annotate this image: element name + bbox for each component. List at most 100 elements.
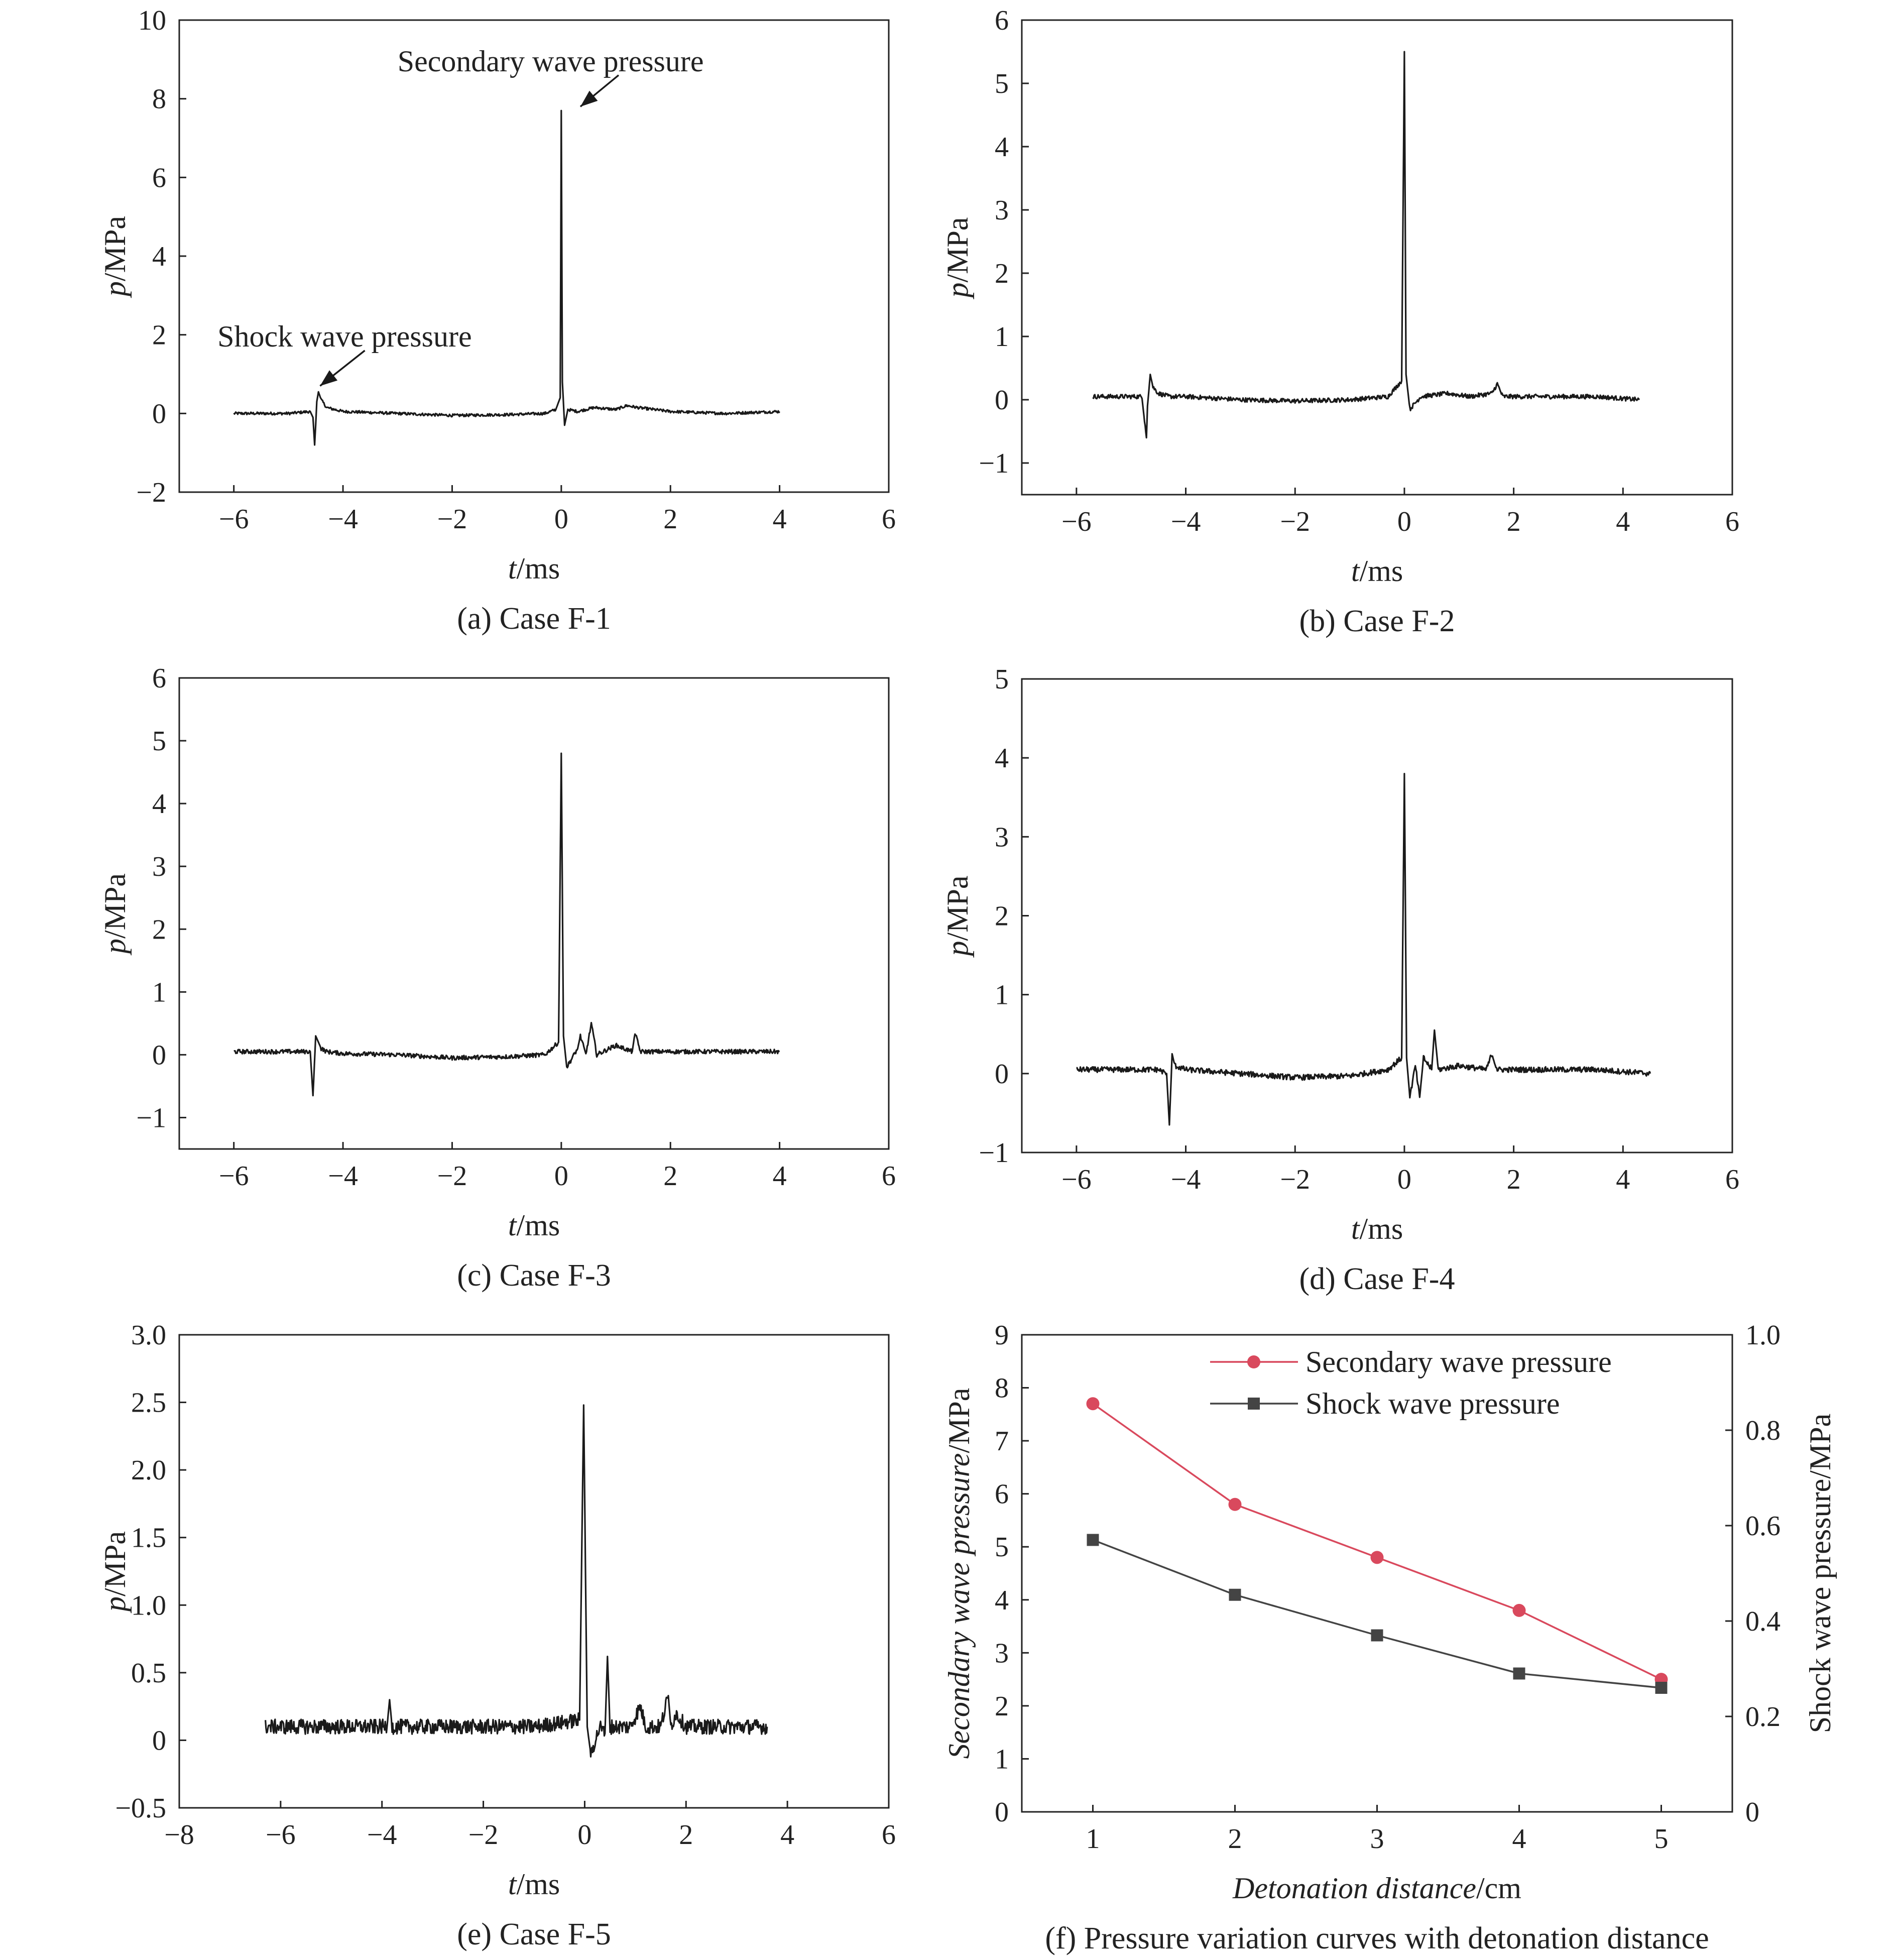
- x-tick-label: 2: [1507, 506, 1521, 537]
- x-tick-label: 4: [1616, 506, 1630, 537]
- y-tick-label: 8: [995, 1373, 1009, 1404]
- x-tick-label: −2: [1280, 506, 1310, 537]
- y-tick-label: 10: [138, 5, 166, 36]
- pressure-trace: [233, 752, 780, 1097]
- x-axis-label: t/ms: [1351, 1212, 1403, 1245]
- data-point-secondary: [1228, 1497, 1242, 1511]
- y-right-tick-label: 0: [1745, 1797, 1759, 1828]
- x-tick-label: 4: [1512, 1823, 1526, 1855]
- panel-caption: (a) Case F-1: [457, 602, 611, 636]
- y-tick-label: 0: [152, 1040, 166, 1071]
- x-tick-label: −6: [219, 1161, 249, 1192]
- y-tick-label: 2: [995, 1691, 1009, 1722]
- chart-panel-f: 1 2 3 4 5 0 1 2 3 4 5 6 7 8 9 Detonation distance/cm Sec…: [942, 1320, 1837, 1955]
- data-point-shock: [1513, 1667, 1525, 1680]
- legend-label: Shock wave pressure: [1306, 1387, 1560, 1420]
- plot-frame: [1021, 678, 1733, 1154]
- y-tick-label: 4: [995, 1585, 1009, 1616]
- y-tick-label: 0: [152, 398, 166, 429]
- x-tick-label: −2: [437, 504, 467, 535]
- y-tick-label: 6: [995, 1479, 1009, 1510]
- y-tick-label: 2: [152, 914, 166, 945]
- y-axis-label: p/MPa: [98, 216, 132, 298]
- y-tick-label: 1: [152, 977, 166, 1008]
- y-tick-label: 0: [995, 385, 1009, 416]
- data-point-secondary: [1086, 1397, 1100, 1411]
- y-axis-label: p/MPa: [98, 1531, 132, 1613]
- x-tick-label: 2: [663, 1161, 677, 1192]
- y-tick-label: −0.5: [115, 1793, 166, 1824]
- y-axis-label: p/MPa: [98, 873, 132, 956]
- annotation-arrowhead: [580, 90, 598, 107]
- x-tick-label: 4: [1616, 1164, 1630, 1195]
- y-tick-label: 2: [995, 258, 1009, 289]
- y-right-tick-label: 1.0: [1745, 1320, 1781, 1351]
- x-tick-label: −6: [266, 1819, 296, 1851]
- x-tick-label: −4: [1171, 1164, 1201, 1195]
- x-tick-label: 4: [773, 1161, 787, 1192]
- x-tick-label: 2: [679, 1819, 693, 1851]
- y-right-tick-label: 0.4: [1745, 1606, 1781, 1637]
- x-tick-label: −2: [1280, 1164, 1310, 1195]
- y-tick-label: 8: [152, 84, 166, 115]
- plot-frame: [178, 1334, 890, 1809]
- x-tick-label: −8: [164, 1819, 194, 1851]
- y-tick-label: 5: [152, 726, 166, 757]
- pressure-trace: [265, 1404, 768, 1758]
- y-tick-label: 4: [152, 788, 166, 820]
- y-tick-label: 0: [995, 1797, 1009, 1828]
- x-tick-label: −4: [328, 504, 358, 535]
- annotation-shock-wave: Shock wave pressure: [217, 320, 472, 353]
- y-tick-label: 6: [152, 663, 166, 694]
- x-tick-label: 3: [1370, 1823, 1384, 1855]
- legend-label: Secondary wave pressure: [1306, 1345, 1612, 1378]
- y-tick-label: 3.0: [131, 1320, 166, 1351]
- panel-caption: (b) Case F-2: [1299, 604, 1455, 638]
- y-tick-label: −1: [979, 1137, 1009, 1169]
- x-tick-label: 0: [1397, 1164, 1411, 1195]
- x-tick-label: −6: [219, 504, 249, 535]
- y-tick-label: 3: [995, 1638, 1009, 1669]
- x-tick-label: 0: [577, 1819, 591, 1851]
- x-tick-label: 1: [1086, 1823, 1100, 1855]
- y-tick-label: 3: [152, 851, 166, 882]
- x-tick-label: 4: [773, 504, 787, 535]
- y-right-tick-label: 0.2: [1745, 1701, 1781, 1733]
- y-tick-label: 3: [995, 195, 1009, 226]
- data-point-secondary: [1370, 1551, 1384, 1564]
- data-point-shock: [1087, 1534, 1099, 1546]
- chart-panel-b: −6 −4 −2 0 2 4 6 −1 0 1 2 3 4 5 6 t/ms p/MPa (b) Case F-2: [941, 5, 1739, 638]
- x-tick-label: 0: [554, 1161, 568, 1192]
- x-tick-label: 4: [780, 1819, 794, 1851]
- y-tick-label: 6: [152, 162, 166, 193]
- x-tick-label: 6: [1725, 506, 1739, 537]
- y-tick-label: 0.5: [131, 1658, 166, 1689]
- y-tick-label: 3: [995, 822, 1009, 853]
- x-tick-label: 0: [1397, 506, 1411, 537]
- y-tick-label: 1.0: [131, 1590, 166, 1621]
- x-tick-label: 2: [1507, 1164, 1521, 1195]
- x-tick-label: 2: [663, 504, 677, 535]
- y-tick-label: 2.5: [131, 1388, 166, 1419]
- panel-caption: (e) Case F-5: [457, 1917, 611, 1951]
- panel-caption: (c) Case F-3: [457, 1258, 611, 1293]
- legend-item-secondary: Secondary wave pressure: [1210, 1345, 1612, 1378]
- y-axis-label: p/MPa: [941, 217, 974, 299]
- y-right-axis-label: Shock wave pressure/MPa: [1804, 1414, 1837, 1734]
- annotation-arrowhead: [320, 370, 338, 386]
- x-tick-label: 2: [1228, 1823, 1242, 1855]
- y-tick-label: 4: [995, 743, 1009, 774]
- data-point-shock: [1655, 1682, 1668, 1694]
- y-tick-label: 4: [995, 132, 1009, 163]
- legend-item-shock: Shock wave pressure: [1210, 1387, 1560, 1420]
- x-axis-label: t/ms: [508, 552, 560, 585]
- y-tick-label: 2.0: [131, 1455, 166, 1486]
- y-tick-label: 5: [995, 68, 1009, 99]
- x-axis-label: t/ms: [508, 1209, 560, 1242]
- x-axis-label: t/ms: [1351, 554, 1403, 588]
- y-tick-label: 1: [995, 1744, 1009, 1775]
- x-tick-label: −2: [468, 1819, 499, 1851]
- y-axis-label: Secondary wave pressure/MPa: [942, 1388, 976, 1759]
- y-tick-label: 0: [995, 1059, 1009, 1090]
